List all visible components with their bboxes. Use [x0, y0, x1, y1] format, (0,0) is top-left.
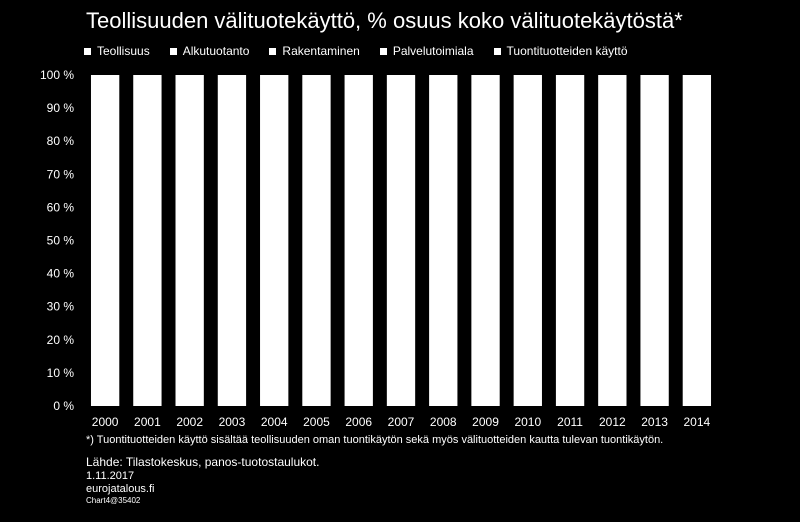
y-tick-label: 100 % — [40, 68, 74, 82]
legend-swatch — [169, 47, 177, 55]
legend-label: Teollisuus — [97, 44, 150, 58]
y-tick-label: 40 % — [47, 267, 75, 281]
x-tick-label: 2003 — [219, 415, 246, 429]
y-tick-label: 30 % — [47, 300, 75, 314]
bar-2004-series-0 — [260, 75, 289, 406]
y-tick-label: 20 % — [47, 333, 75, 347]
bar-2001-series-0 — [133, 75, 162, 406]
bar-2000-series-0 — [90, 75, 120, 406]
y-tick-label: 50 % — [47, 234, 75, 248]
bar-2011-series-0 — [555, 75, 585, 406]
legend: Teollisuus Alkutuotanto Rakentaminen Palvel… — [84, 44, 628, 58]
x-tick-label: 2014 — [684, 415, 711, 429]
y-tick-label: 60 % — [47, 200, 75, 214]
legend-item: Rakentaminen — [269, 44, 360, 58]
legend-label: Tuontituotteiden käyttö — [506, 44, 628, 58]
y-tick-label: 0 % — [53, 399, 74, 413]
chart-id-note: Chart4@35402 — [86, 496, 141, 505]
y-tick-label: 70 % — [47, 167, 75, 181]
date-note: 1.11.2017 — [86, 470, 135, 482]
y-tick-label: 80 % — [47, 134, 75, 148]
bar-2009-series-0 — [471, 75, 500, 406]
x-tick-label: 2004 — [261, 415, 288, 429]
legend-item: Teollisuus — [84, 44, 150, 58]
y-tick-label: 90 % — [47, 101, 75, 115]
legend-item: Tuontituotteiden käyttö — [493, 44, 628, 58]
x-tick-label: 2005 — [303, 415, 330, 429]
x-tick-label: 2009 — [472, 415, 499, 429]
legend-label: Alkutuotanto — [182, 44, 250, 58]
bar-2013-series-0 — [640, 75, 669, 406]
x-tick-label: 2001 — [134, 415, 161, 429]
legend-swatch — [84, 47, 91, 55]
x-tick-label: 2010 — [514, 415, 541, 429]
x-tick-label: 2002 — [176, 415, 203, 429]
x-tick-label: 2011 — [557, 415, 583, 429]
legend-swatch — [379, 47, 387, 55]
bar-2003-series-0 — [217, 75, 247, 406]
x-tick-label: 2000 — [92, 415, 119, 429]
bar-2007-series-0 — [386, 75, 416, 406]
x-tick-label: 2006 — [345, 415, 372, 429]
legend-label: Rakentaminen — [282, 44, 360, 58]
x-tick-label: 2008 — [430, 415, 457, 429]
bar-2008-series-0 — [429, 75, 458, 406]
x-tick-label: 2007 — [388, 415, 415, 429]
bar-2014-series-0 — [682, 75, 712, 406]
chart-title: Teollisuuden välituotekäyttö, % osuus ko… — [86, 8, 683, 33]
bar-2010-series-0 — [513, 75, 542, 406]
bar-2012-series-0 — [598, 75, 627, 406]
x-tick-label: 2012 — [599, 415, 626, 429]
site-note: eurojatalous.fi — [86, 483, 155, 495]
legend-label: Palvelutoimiala — [392, 44, 474, 58]
bar-2002-series-0 — [175, 75, 204, 406]
y-tick-label: 10 % — [47, 366, 75, 380]
legend-swatch — [269, 47, 277, 55]
legend-item: Palvelutoimiala — [379, 44, 474, 58]
bar-2005-series-0 — [302, 75, 331, 406]
legend-item: Alkutuotanto — [169, 44, 250, 58]
footnote: *) Tuontituotteiden käyttö sisältää teol… — [86, 434, 664, 446]
x-tick-label: 2013 — [641, 415, 668, 429]
legend-swatch — [493, 47, 501, 55]
bar-2006-series-0 — [344, 75, 373, 406]
source-note: Lähde: Tilastokeskus, panos-tuotostauluk… — [86, 455, 320, 469]
